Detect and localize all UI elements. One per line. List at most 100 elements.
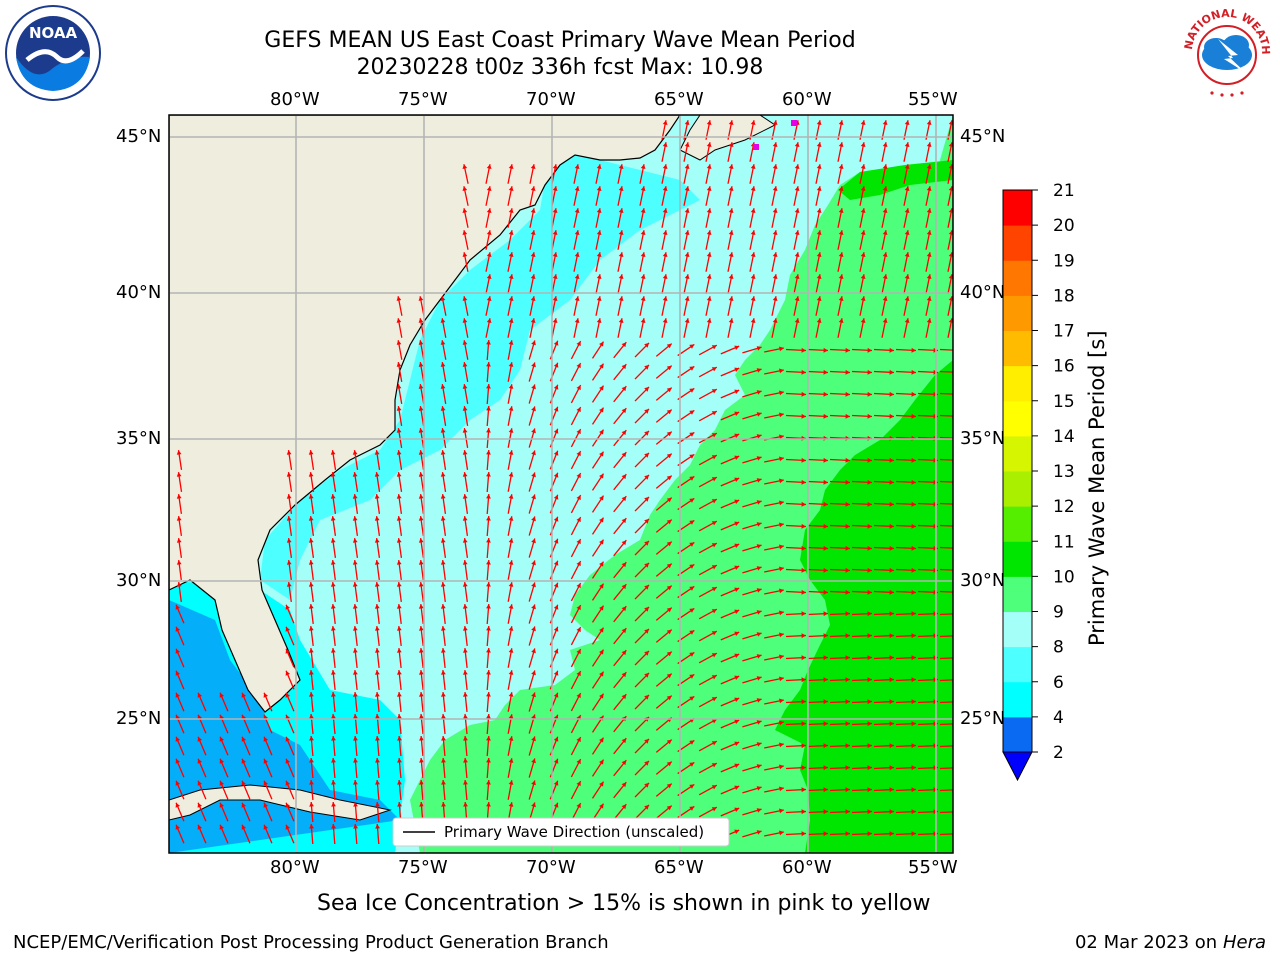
wave-arrow-head [666,409,672,415]
colorbar-segment [1003,295,1032,331]
wave-arrow [939,767,953,770]
wave-arrow-head [711,741,717,746]
wave-arrow-head [508,802,514,807]
lon-label-bottom-75w: 75°W [398,857,448,878]
wave-arrow-head [508,626,514,631]
wave-arrow-head [845,567,850,573]
wave-arrow-head [353,670,358,675]
wave-arrow-head [734,675,740,680]
wave-arrow-head [175,802,180,808]
wave-arrow-head [331,736,336,741]
wave-arrow-head [867,677,872,683]
wave-arrow-head [553,450,559,456]
wave-arrow-head [956,524,961,529]
wave-arrow-head [845,479,850,485]
wave-arrow-head [644,760,649,766]
wave-arrow-head [574,164,580,169]
wave-arrow [939,833,953,836]
wave-arrow-head [756,346,762,351]
wave-arrow-head [684,142,690,147]
wave-arrow-head [911,545,916,551]
wave-arrow-head [640,274,646,279]
wave-arrow-head [285,626,290,632]
wave-arrow-head [666,607,672,613]
wave-arrow-head [621,364,627,370]
wave-arrow-head [552,230,558,235]
wave-arrow-head [904,164,910,169]
wave-arrow-head [440,450,446,455]
wave-arrow-head [734,389,740,394]
wave-arrow-head [197,736,202,742]
wave-arrow-head [621,342,627,348]
wave-arrow-head [867,347,872,353]
wave-arrow-head [396,604,402,609]
wave-arrow-head [756,808,762,813]
wave-arrow-head [644,364,649,370]
wave-arrow-head [867,633,872,639]
wave-arrow-head [531,692,536,698]
footer-right: 02 Mar 2023 on Hera [1075,932,1266,953]
wave-arrow-head [772,274,778,279]
wave-arrow-head [621,650,627,656]
wave-arrow-head [418,362,424,367]
wave-arrow-head [926,120,932,125]
wave-arrow-head [531,582,536,588]
wave-arrow-head [867,743,872,749]
wave-arrow-head [353,758,358,763]
period-10-11-north [838,160,953,200]
wave-arrow-head [838,274,844,279]
wave-arrow-head [750,208,756,213]
wave-arrow-head [845,699,850,705]
wave-arrow-head [440,384,446,389]
wave-arrow-head [801,589,806,595]
wave-arrow-head [440,472,446,477]
wave-arrow-head [508,428,514,433]
wave-arrow-head [889,369,894,375]
wave-arrow-head [553,362,559,368]
wave-arrow-head [666,497,672,503]
wave-arrow-head [531,428,536,434]
wave-arrow-head [882,252,888,257]
wave-arrow-head [728,208,734,213]
wave-arrow-head [734,763,740,768]
wave-arrow [939,546,953,549]
wave-arrow-head [911,347,916,353]
colorbar-tick-label: 19 [1053,251,1075,271]
wave-arrow-head [711,697,717,702]
wave-arrow-head [599,429,604,435]
wave-arrow-head [956,831,961,836]
wave-arrow-head [644,782,649,788]
wave-arrow-head [486,230,492,235]
wave-arrow-head [640,296,646,301]
wave-arrow-head [734,697,740,702]
wave-arrow-head [816,164,822,169]
lon-label-bottom-80w: 80°W [270,857,320,878]
colorbar-segment [1003,506,1032,542]
wave-arrow-head [396,406,402,411]
wave-arrow-head [689,542,695,547]
wave-arrow-head [734,345,740,350]
wave-arrow-head [621,694,627,700]
wave-arrow-head [794,208,800,213]
wave-arrow [939,348,953,351]
colorbar-title: Primary Wave Mean Period [s] [1085,330,1109,646]
wave-arrow-head [772,120,778,125]
wave-arrow-head [397,714,402,719]
wave-arrow-head [706,164,712,169]
wave-arrow-head [531,648,536,654]
wave-arrow-head [353,626,358,631]
wave-arrow-head [711,521,717,526]
wave-arrow-head [779,720,784,726]
wave-arrow-head [330,560,336,565]
wave-arrow-head [779,654,784,660]
wave-arrow-head [644,606,649,612]
wave-arrow-head [845,501,850,507]
wave-arrow-head [508,604,514,609]
wave-arrow-head [838,252,844,257]
wave-arrow-head [462,560,468,565]
wave-arrow-head [867,369,872,375]
wave-arrow-head [241,802,246,808]
lat-label-left-30n: 30°N [116,570,162,591]
wave-arrow-head [889,457,894,463]
wave-arrow-head [397,736,402,741]
